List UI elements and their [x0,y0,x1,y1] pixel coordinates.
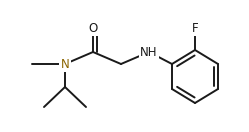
Text: F: F [192,22,198,34]
Text: NH: NH [140,46,158,58]
Text: N: N [61,58,69,70]
Text: O: O [88,22,98,34]
